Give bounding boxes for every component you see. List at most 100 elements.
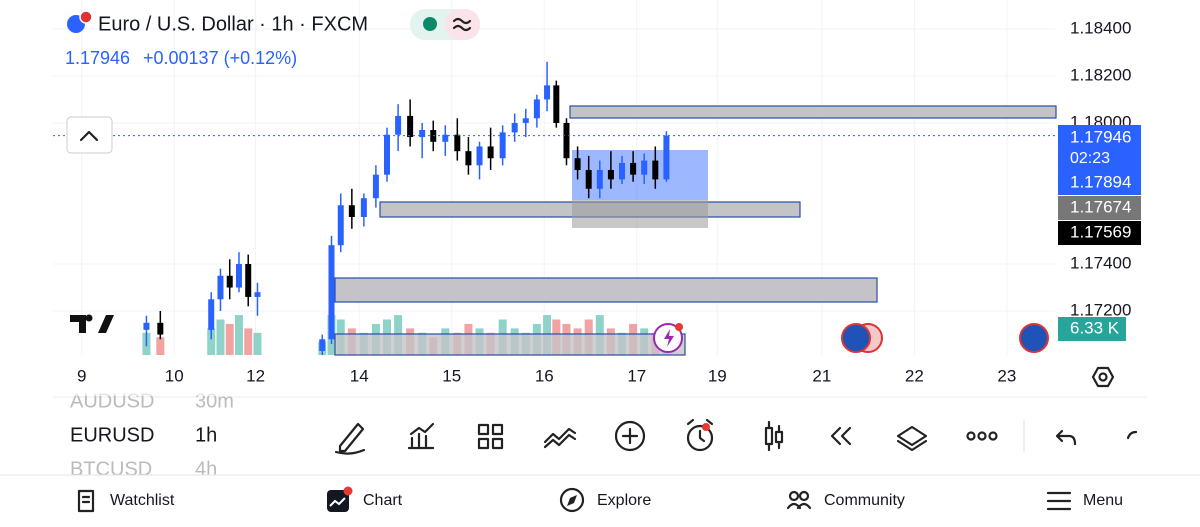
- y-tick-label: 1.18400: [1070, 18, 1131, 37]
- layers-tool[interactable]: [896, 425, 928, 452]
- event-dot: [675, 323, 683, 331]
- economic-events: [841, 323, 1049, 353]
- candle-body: [596, 169, 603, 189]
- candle-body: [157, 322, 164, 335]
- collapse-icon: [79, 130, 99, 142]
- x-tick-label: 17: [627, 366, 646, 385]
- interval-item[interactable]: 1h: [195, 424, 217, 446]
- candle-body: [384, 134, 390, 175]
- candle-body: [544, 85, 551, 100]
- candle-body: [208, 299, 215, 330]
- x-tick-label: 23: [997, 366, 1016, 385]
- nav-item[interactable]: Watchlist: [110, 492, 175, 509]
- watchlist-icon[interactable]: [77, 489, 95, 513]
- alert-tool[interactable]: [686, 424, 714, 452]
- candle-body: [395, 115, 402, 135]
- x-tick-label: 15: [442, 366, 461, 385]
- candle-body: [563, 122, 570, 159]
- menu-icon[interactable]: [1046, 491, 1072, 511]
- candle-body: [476, 146, 483, 166]
- nav-item[interactable]: Explore: [597, 492, 651, 509]
- chart-type-tool[interactable]: [764, 420, 784, 452]
- add-tool-plus: [621, 427, 639, 445]
- y-tick-label: 1.17400: [1070, 254, 1131, 273]
- flag-us: [79, 10, 93, 24]
- candle-body: [585, 169, 592, 189]
- volume-bar: [156, 337, 165, 355]
- add-tool[interactable]: [614, 420, 646, 452]
- market-open-dot: [423, 17, 437, 31]
- undo[interactable]: [1055, 429, 1077, 446]
- candle-body: [630, 162, 637, 175]
- more-dot: [988, 431, 998, 441]
- volume-bar: [207, 328, 216, 355]
- candle-body: [499, 132, 506, 159]
- candle-body: [348, 205, 355, 217]
- candle-body: [226, 275, 233, 288]
- compare-tool[interactable]: [543, 427, 577, 449]
- more-dot: [977, 431, 987, 441]
- community-icon: [798, 490, 810, 502]
- zone[interactable]: [569, 105, 1057, 119]
- chart-icon[interactable]: [327, 490, 349, 512]
- volume-bar: [216, 319, 225, 355]
- replay-tool[interactable]: [830, 426, 852, 446]
- community-icon[interactable]: [788, 490, 800, 502]
- eu-event[interactable]: [841, 323, 871, 353]
- price-tag: [1058, 125, 1141, 171]
- last-price: 1.17946: [65, 48, 130, 68]
- symbol-title[interactable]: Euro / U.S. Dollar · 1h · FXCM: [98, 13, 368, 35]
- price-tag-label: 1.17946: [1070, 127, 1131, 146]
- price-tag-label: 1.17569: [1070, 222, 1131, 241]
- nav-item[interactable]: Chart: [363, 492, 403, 509]
- candle-body: [641, 160, 648, 175]
- event-bolt: [664, 329, 674, 347]
- bottom-nav: Watchlist Chart Explore Community Menu: [77, 486, 1123, 513]
- candle-body: [328, 245, 335, 340]
- draw-tool[interactable]: [334, 422, 366, 455]
- candle-body: [143, 322, 150, 330]
- alert-dot: [702, 423, 710, 431]
- x-tick-label: 19: [708, 366, 727, 385]
- zone[interactable]: [334, 277, 878, 303]
- interval-item[interactable]: 4h: [195, 458, 217, 480]
- price-tag: [1058, 196, 1141, 220]
- nav-item[interactable]: Community: [824, 492, 905, 509]
- settings-icon[interactable]: [1091, 366, 1115, 388]
- x-tick-label: 22: [905, 366, 924, 385]
- position-profit[interactable]: [572, 150, 708, 200]
- volume-bar: [253, 332, 262, 355]
- candle-body: [663, 135, 670, 180]
- symbol-item[interactable]: EURUSD: [70, 424, 154, 446]
- more-dot[interactable]: [966, 431, 976, 441]
- candle-body: [407, 115, 414, 138]
- price-change: +0.00137 (+0.12%): [143, 48, 297, 68]
- candle-body: [533, 99, 540, 119]
- nav-item[interactable]: Menu: [1083, 492, 1123, 509]
- indicators-tool[interactable]: [407, 422, 435, 450]
- candle-body: [454, 134, 461, 152]
- candle-body: [652, 160, 659, 180]
- price-tag: [1058, 171, 1141, 195]
- x-tick-label: 10: [165, 366, 184, 385]
- zone[interactable]: [334, 333, 686, 356]
- redo[interactable]: [1126, 430, 1138, 440]
- explore-icon[interactable]: [559, 487, 585, 513]
- chart-icon-line: [329, 497, 346, 507]
- layout-tool[interactable]: [477, 423, 504, 450]
- position-loss[interactable]: [572, 200, 708, 228]
- settings-icon-center: [1098, 372, 1108, 382]
- candle-body: [553, 85, 560, 123]
- candle-body: [360, 198, 367, 217]
- eu-event[interactable]: [1019, 323, 1049, 353]
- volume-bar: [244, 328, 253, 355]
- community-icon-body: [786, 502, 812, 510]
- candles: [143, 61, 670, 355]
- symbol-item[interactable]: BTCUSD: [70, 458, 152, 480]
- candle-body: [522, 118, 529, 123]
- volume-bar: [225, 323, 234, 355]
- collapse-button[interactable]: [66, 116, 113, 154]
- tv-logo: [70, 315, 114, 333]
- alert-tool-hands: [686, 418, 714, 443]
